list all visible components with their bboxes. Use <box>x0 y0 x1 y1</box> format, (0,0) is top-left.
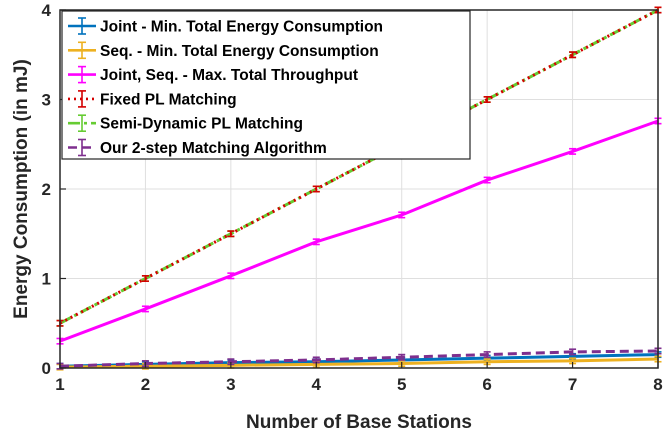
legend-box <box>61 10 471 160</box>
x-tick-label: 6 <box>482 375 491 394</box>
series-line <box>59 357 659 369</box>
x-tick-label: 3 <box>226 375 235 394</box>
legend-label: Semi-Dynamic PL Matching <box>100 116 303 133</box>
x-tick-label: 8 <box>653 375 662 394</box>
legend-item: Our 2-step Matching Algorithm <box>68 138 327 157</box>
y-tick-label: 2 <box>42 180 51 199</box>
legend-label: Fixed PL Matching <box>100 91 237 108</box>
legend-item: Seq. - Min. Total Energy Consumption <box>68 41 379 60</box>
x-tick-label: 7 <box>568 375 577 394</box>
legend: Joint - Min. Total Energy Consumption Seq… <box>61 10 471 160</box>
series-line <box>59 119 659 343</box>
legend-label: Our 2-step Matching Algorithm <box>100 140 327 157</box>
legend-label: Joint - Min. Total Energy Consumption <box>100 19 383 36</box>
legend-item: Semi-Dynamic PL Matching <box>68 114 303 133</box>
series-line <box>59 349 659 368</box>
y-tick-label: 0 <box>42 359 51 378</box>
y-tick-label: 3 <box>42 91 51 110</box>
series-line <box>59 8 659 325</box>
x-tick-label: 1 <box>55 375 64 394</box>
series-2 <box>56 117 662 345</box>
y-tick-label: 1 <box>42 270 51 289</box>
x-tick-label: 2 <box>141 375 150 394</box>
legend-item: Fixed PL Matching <box>68 90 237 108</box>
y-tick-label: 4 <box>42 1 52 20</box>
legend-item: Joint - Min. Total Energy Consumption <box>68 17 383 36</box>
y-axis-label: Energy Consumption (in mJ) <box>11 59 32 319</box>
x-tick-label: 5 <box>397 375 406 394</box>
x-tick-label: 4 <box>312 375 322 394</box>
legend-label: Joint, Seq. - Max. Total Throughput <box>100 67 358 84</box>
series-line <box>59 8 659 325</box>
legend-label: Seq. - Min. Total Energy Consumption <box>100 43 379 60</box>
x-axis-label: Number of Base Stations <box>246 412 472 433</box>
legend-item: Joint, Seq. - Max. Total Throughput <box>68 65 358 84</box>
